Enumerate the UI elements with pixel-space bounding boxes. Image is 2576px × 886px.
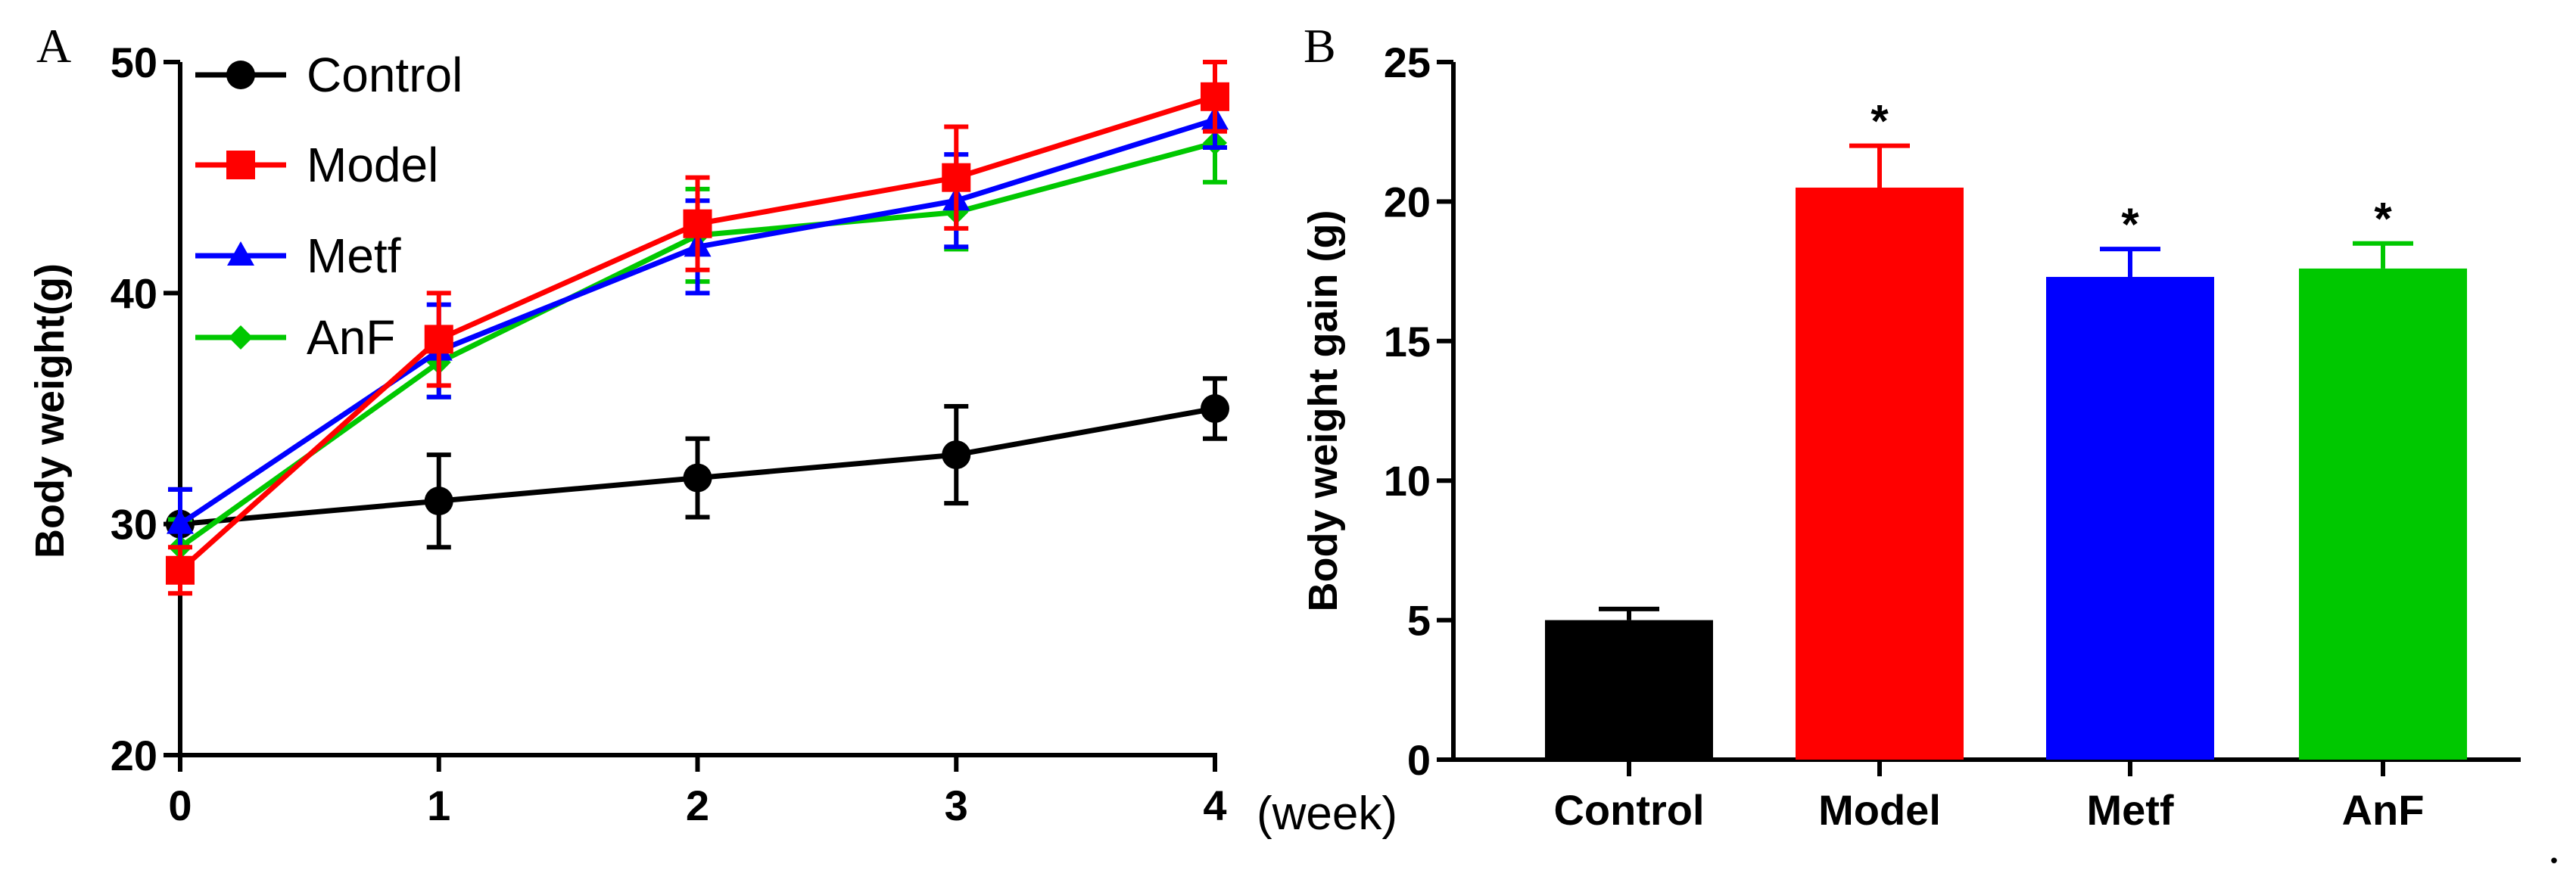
significance-star: * (2374, 194, 2392, 244)
legend-label: Metf (307, 228, 401, 283)
panel-b-y-tick-label: 15 (1384, 318, 1431, 365)
panel-a-x-tick-label: 2 (686, 782, 709, 829)
panel-b-y-tick-label: 5 (1407, 597, 1431, 645)
control-point (1201, 394, 1229, 423)
panel-b-x-tick-label: AnF (2342, 786, 2425, 834)
bar-control (1545, 620, 1713, 760)
panel-b-x-tick-label: Model (1818, 786, 1941, 834)
bar-metf (2046, 276, 2214, 760)
significance-star: * (2121, 199, 2139, 250)
panel-b-y-tick-label: 25 (1384, 39, 1431, 86)
legend-entry-anf: AnF (195, 310, 395, 365)
panel-a-y-tick-label: 20 (111, 732, 157, 779)
panel-a-y-tick-label: 40 (111, 269, 157, 317)
model-point (683, 209, 712, 238)
panel-b-y-tick-label: 20 (1384, 178, 1431, 225)
legend-label: Control (307, 48, 463, 102)
panel-a-y-tick-label: 50 (111, 39, 157, 86)
control-point (942, 440, 971, 470)
legend-marker (226, 151, 255, 179)
legend-label: Model (307, 138, 438, 192)
bar-anf (2299, 268, 2467, 760)
panel-a-legend: Control Model Metf AnF (195, 48, 463, 365)
legend-entry-metf: Metf (195, 228, 401, 283)
panel-a-axes: 20 30 40 50 0 1 2 3 4 (111, 39, 1227, 829)
model-point (166, 555, 195, 585)
panel-a-x-unit-label: (week) (1257, 788, 1397, 840)
model-point (942, 163, 971, 192)
bar-group-metf: Metf * (2046, 199, 2214, 834)
panel-a-x-tick-label: 4 (1203, 782, 1226, 829)
panel-a-x-tick-label: 3 (945, 782, 968, 829)
bar-model (1796, 187, 1964, 760)
panel-b-y-tick-label: 0 (1407, 736, 1431, 784)
legend-entry-control: Control (195, 48, 463, 102)
bar-group-control: Control (1545, 606, 1713, 834)
series-control (166, 376, 1229, 561)
panel-a-x-tick-label: 1 (427, 782, 450, 829)
bar-group-anf: AnF * (2299, 194, 2467, 834)
panel-b-y-axis-title: Body weight gain (g) (1300, 210, 1346, 612)
significance-star: * (1870, 96, 1889, 147)
legend-marker (226, 61, 255, 89)
legend-marker (227, 241, 254, 266)
control-point (424, 487, 453, 516)
panel-a-y-tick-label: 30 (111, 501, 157, 549)
control-point (683, 463, 712, 493)
panel-a-letter: A (36, 19, 71, 73)
model-point (424, 325, 453, 354)
panel-a-line-chart: A Body weight(g) (week) 20 30 40 50 0 1 2 3 4 Co… (27, 19, 1397, 840)
metf-point (167, 509, 194, 534)
panel-b-letter: B (1304, 19, 1336, 73)
legend-entry-model: Model (195, 138, 438, 192)
panel-a-y-axis-title: Body weight(g) (27, 263, 73, 558)
panel-b-bar-chart: B Body weight gain (g) 0 5 10 15 20 25 Contro… (1300, 19, 2521, 834)
panel-a-x-tick-label: 0 (168, 782, 192, 829)
legend-marker (229, 325, 253, 350)
panel-b-x-tick-label: Metf (2086, 786, 2173, 834)
model-point (1201, 82, 1229, 111)
series-model (166, 60, 1229, 596)
panel-a-series (166, 60, 1229, 596)
panel-b-bars: Control Model * Metf * AnF * (1545, 96, 2467, 834)
panel-b-y-tick-label: 10 (1384, 457, 1431, 505)
bar-group-model: Model * (1796, 96, 1964, 834)
panel-b-x-tick-label: Control (1553, 786, 1704, 834)
legend-label: AnF (307, 310, 395, 365)
trailing-period: . (2548, 819, 2560, 873)
